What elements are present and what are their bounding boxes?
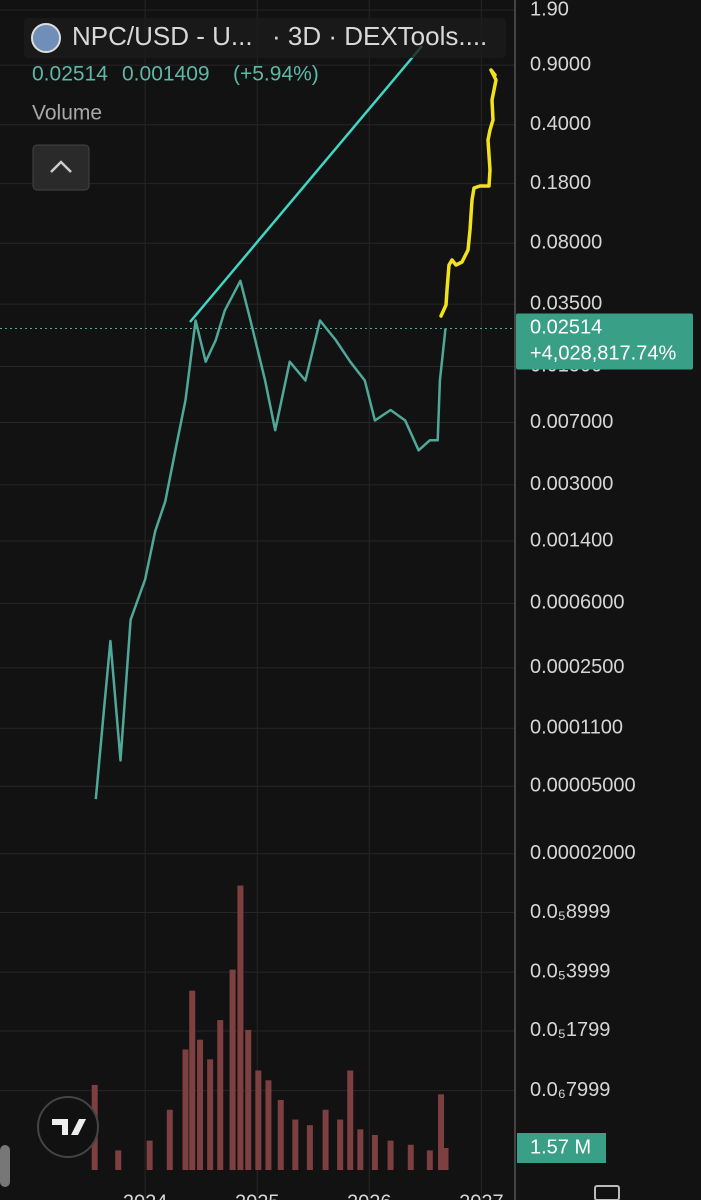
y-tick-label: 0.03500 [530,292,602,314]
price-layer [0,279,515,800]
volume-bar [237,885,244,1170]
volume-bar [229,969,236,1170]
symbol-title[interactable]: NPC/USD - U... [72,21,253,51]
volume-bar [217,1020,224,1170]
volume-bar [292,1119,299,1170]
volume-bar [426,1150,433,1170]
trend-line-drawing [189,45,423,323]
volume-bar [245,1029,252,1170]
scrollbar[interactable] [0,1145,10,1187]
volume-bar [337,1119,344,1170]
volume-bar [207,1059,214,1170]
volume-bar [182,1049,189,1170]
volume-label-bg [517,1133,606,1164]
grid [0,0,515,1200]
y-tick-label: 0.0002500 [530,656,625,678]
volume-bar [265,1080,272,1170]
y-tick-label: 0.4000 [530,113,591,135]
y-tick-label: 0.9000 [530,53,591,75]
volume-bar [438,1094,445,1170]
y-tick-label: 0.007000 [530,411,613,433]
y-tick-label: 0.0₆7999 [530,1079,610,1101]
y-tick-label: 0.003000 [530,473,613,495]
volume-bar [407,1144,414,1170]
last-price-label-bg [516,313,693,370]
volume-bar [442,1148,449,1170]
last-price: 0.02514 [32,63,108,86]
header-bg [24,18,506,58]
freehand-drawing [439,68,498,318]
y-tick-label: 0.0₅3999 [530,960,610,982]
volume-bar [322,1109,329,1170]
x-tick-label: 2024 [123,1191,168,1200]
volume-legend[interactable]: Volume [32,102,102,125]
collapse-button[interactable] [32,144,90,191]
volume-bar [306,1125,313,1170]
volume-bar [347,1070,354,1170]
settings-icon[interactable] [594,1185,620,1200]
volume-bar [387,1140,394,1170]
x-tick-label: 2026 [347,1191,392,1200]
y-tick-label: 0.0₅1799 [530,1019,610,1041]
price-axis: 1.900.90000.40000.18000.080000.035000.01… [123,0,636,1200]
volume-bar [115,1150,122,1170]
volume-bar [189,990,196,1170]
y-tick-label: 0.0001100 [530,717,623,739]
volume-bar [197,1039,204,1170]
volume-bar [277,1099,284,1170]
y-tick-label: 0.001400 [530,529,613,551]
volume-bar [255,1070,262,1170]
y-tick-label: 1.90 [530,0,569,20]
x-tick-label: 2025 [235,1191,280,1200]
volume-bar [371,1134,378,1170]
interval-source: · 3D · DEXTools.... [272,21,487,51]
x-tick-label: 2027 [459,1191,504,1200]
last-price-label: 0.02514 [530,317,602,339]
total-change-label: +4,028,817.74% [530,343,676,365]
volume-bar [357,1129,364,1170]
volume-label: 1.57 M [530,1136,591,1158]
y-tick-label: 0.0₅8999 [530,901,610,923]
change-pct: (+5.94%) [233,63,319,86]
overlay: 1.57 M 0.02514 +4,028,817.74% [516,313,693,1164]
change: 0.001409 [122,63,210,86]
y-tick-label: 0.1800 [530,172,591,194]
token-icon[interactable] [31,23,61,53]
volume-bar [166,1109,173,1170]
price-line [94,279,447,800]
y-tick-label: 0.00002000 [530,842,636,864]
y-tick-label: 0.08000 [530,232,602,254]
volume-bar [146,1140,153,1170]
y-tick-label: 0.0006000 [530,592,625,614]
y-tick-label: 0.00005000 [530,775,636,797]
tradingview-logo-mark [52,1119,86,1135]
chevron-up-icon [50,160,72,173]
